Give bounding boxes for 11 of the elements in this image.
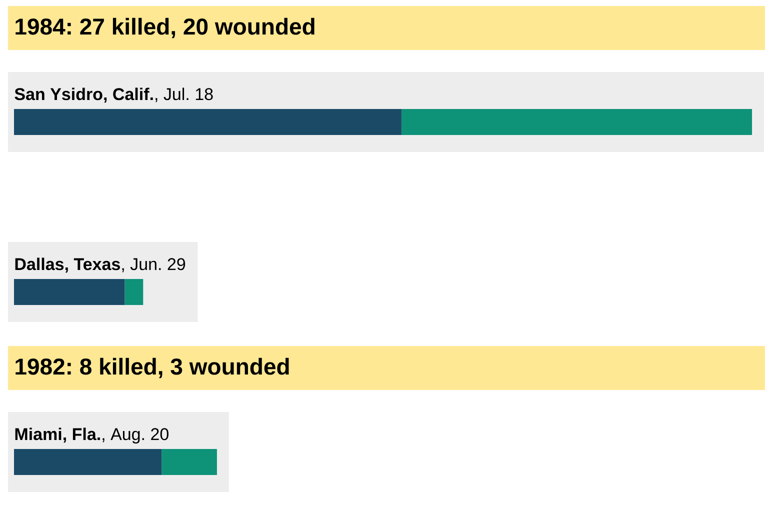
annotation: 1984: 27 killed, 20 wounded xyxy=(16,18,314,38)
bar xyxy=(162,449,217,476)
y-tick-label: Dallas, Texas, Jun. 29 xyxy=(15,258,186,273)
y-tick-label: Miami, Fla., Aug. 20 xyxy=(15,428,168,444)
annotation: 1982: 8 killed, 3 wounded xyxy=(16,358,289,378)
bar xyxy=(124,279,144,306)
bar xyxy=(14,109,402,136)
bar xyxy=(14,449,162,476)
y-tick-label: San Ysidro, Calif., Jul. 18 xyxy=(14,88,213,103)
bar xyxy=(401,109,752,136)
bar xyxy=(14,279,125,306)
